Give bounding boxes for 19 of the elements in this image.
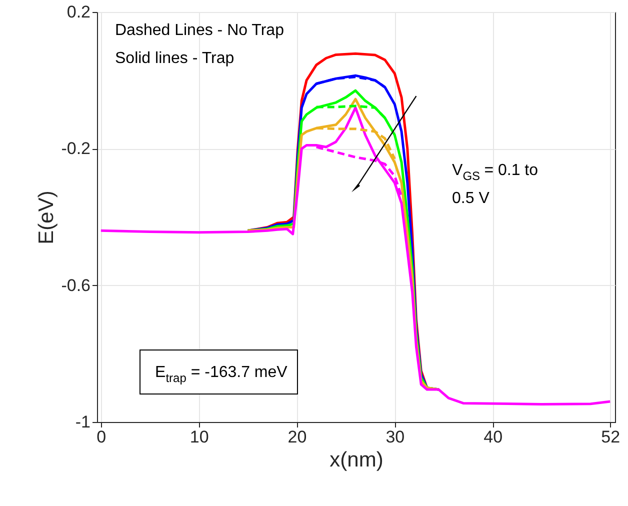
x-tick-label: 10 — [190, 428, 209, 446]
y-axis-title: E(eV) — [35, 190, 58, 244]
y-tick-label: -0.2 — [61, 139, 90, 158]
x-tick-label: 52 — [601, 428, 620, 446]
annotation: 0.5 V — [452, 190, 490, 207]
x-tick-label: 40 — [484, 428, 503, 446]
x-tick-label: 20 — [288, 428, 307, 446]
x-tick-label: 30 — [386, 428, 405, 446]
x-axis-title: x(nm) — [330, 448, 384, 472]
line-series — [315, 104, 386, 120]
y-tick-label: -1 — [75, 412, 90, 432]
line-series — [100, 106, 612, 406]
x-tick-label: 0 — [96, 428, 106, 446]
y-tick-label: -0.6 — [61, 276, 90, 295]
annotation: Solid lines - Trap — [115, 50, 234, 67]
line-series — [315, 146, 403, 198]
annotation: Dashed Lines - No Trap — [115, 22, 284, 39]
y-tick-label: 0.2 — [66, 2, 90, 22]
line-series — [315, 126, 396, 160]
